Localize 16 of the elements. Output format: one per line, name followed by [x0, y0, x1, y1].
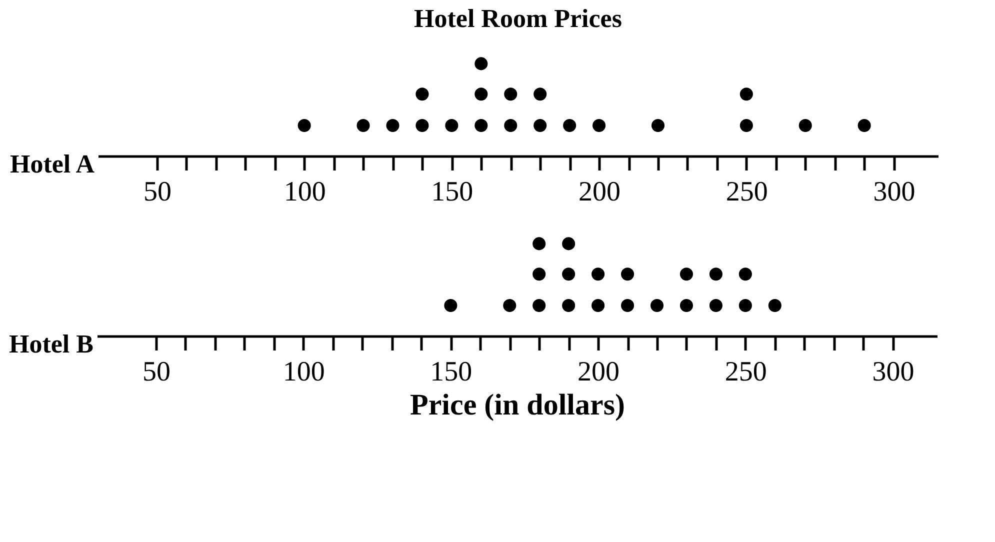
- y-axis-title: Hotel B: [9, 330, 94, 358]
- y-axis-title: Hotel A: [10, 150, 95, 178]
- x-tick-label: 250: [724, 356, 767, 388]
- chart-title: Hotel Room Prices: [414, 4, 622, 33]
- x-tick-label: 150: [431, 176, 474, 208]
- x-tick-label: 300: [872, 356, 914, 388]
- x-tick-label: 200: [578, 176, 621, 208]
- x-tick-label: 100: [284, 176, 326, 208]
- x-tick-label: 200: [578, 356, 620, 388]
- x-tick-label: 100: [282, 356, 325, 388]
- x-tick-label: 250: [726, 176, 768, 208]
- x-tick-label: 150: [430, 356, 472, 388]
- x-axis-title: Price (in dollars): [410, 388, 625, 422]
- x-tick-label: 300: [873, 176, 916, 208]
- x-tick-label: 50: [142, 356, 170, 388]
- x-tick-label: 50: [143, 176, 172, 208]
